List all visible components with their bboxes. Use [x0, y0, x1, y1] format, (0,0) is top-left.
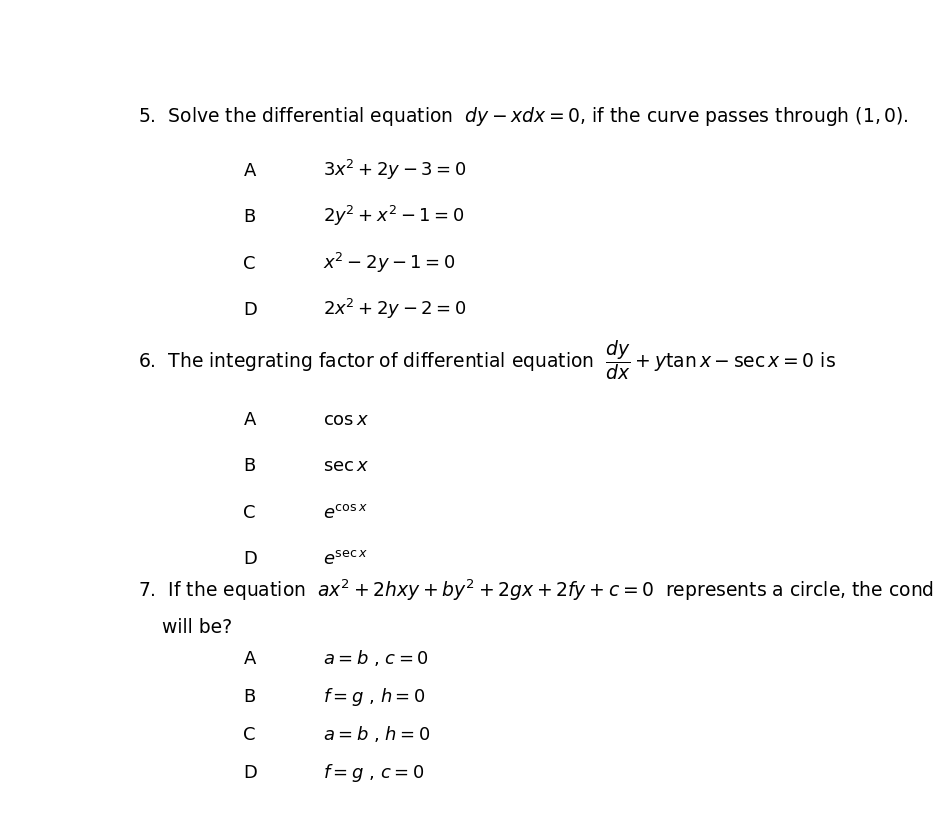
Text: $\cos x$: $\cos x$ — [323, 410, 369, 428]
Text: 5.  Solve the differential equation  $dy-xdx=0$, if the curve passes through $(1: 5. Solve the differential equation $dy-x… — [138, 104, 909, 127]
Text: $e^{\sec x}$: $e^{\sec x}$ — [323, 549, 368, 567]
Text: D: D — [244, 301, 257, 319]
Text: B: B — [244, 208, 256, 226]
Text: A: A — [244, 649, 256, 667]
Text: 6.  The integrating factor of differential equation  $\dfrac{dy}{dx}+y\tan x-\se: 6. The integrating factor of differentia… — [138, 337, 836, 381]
Text: B: B — [244, 687, 256, 705]
Text: 7.  If the equation  $ax^2+2hxy+by^2+2gx+2fy+c=0$  represents a circle, the cond: 7. If the equation $ax^2+2hxy+by^2+2gx+2… — [138, 576, 934, 602]
Text: $3x^2+2y-3=0$: $3x^2+2y-3=0$ — [323, 158, 466, 182]
Text: $f=g$ , $h=0$: $f=g$ , $h=0$ — [323, 685, 426, 707]
Text: C: C — [244, 725, 256, 743]
Text: D: D — [244, 549, 257, 567]
Text: A: A — [244, 161, 256, 179]
Text: $2x^2+2y-2=0$: $2x^2+2y-2=0$ — [323, 297, 466, 321]
Text: $e^{\cos x}$: $e^{\cos x}$ — [323, 503, 368, 521]
Text: B: B — [244, 457, 256, 475]
Text: C: C — [244, 255, 256, 273]
Text: $f=g$ , $c=0$: $f=g$ , $c=0$ — [323, 762, 424, 783]
Text: will be?: will be? — [138, 617, 233, 636]
Text: D: D — [244, 763, 257, 782]
Text: A: A — [244, 410, 256, 428]
Text: $\sec x$: $\sec x$ — [323, 457, 369, 475]
Text: $2y^2+x^2-1=0$: $2y^2+x^2-1=0$ — [323, 204, 464, 228]
Text: C: C — [244, 503, 256, 521]
Text: $x^2-2y-1=0$: $x^2-2y-1=0$ — [323, 251, 456, 275]
Text: $a=b$ , $h=0$: $a=b$ , $h=0$ — [323, 724, 431, 743]
Text: $a=b$ , $c=0$: $a=b$ , $c=0$ — [323, 647, 429, 667]
